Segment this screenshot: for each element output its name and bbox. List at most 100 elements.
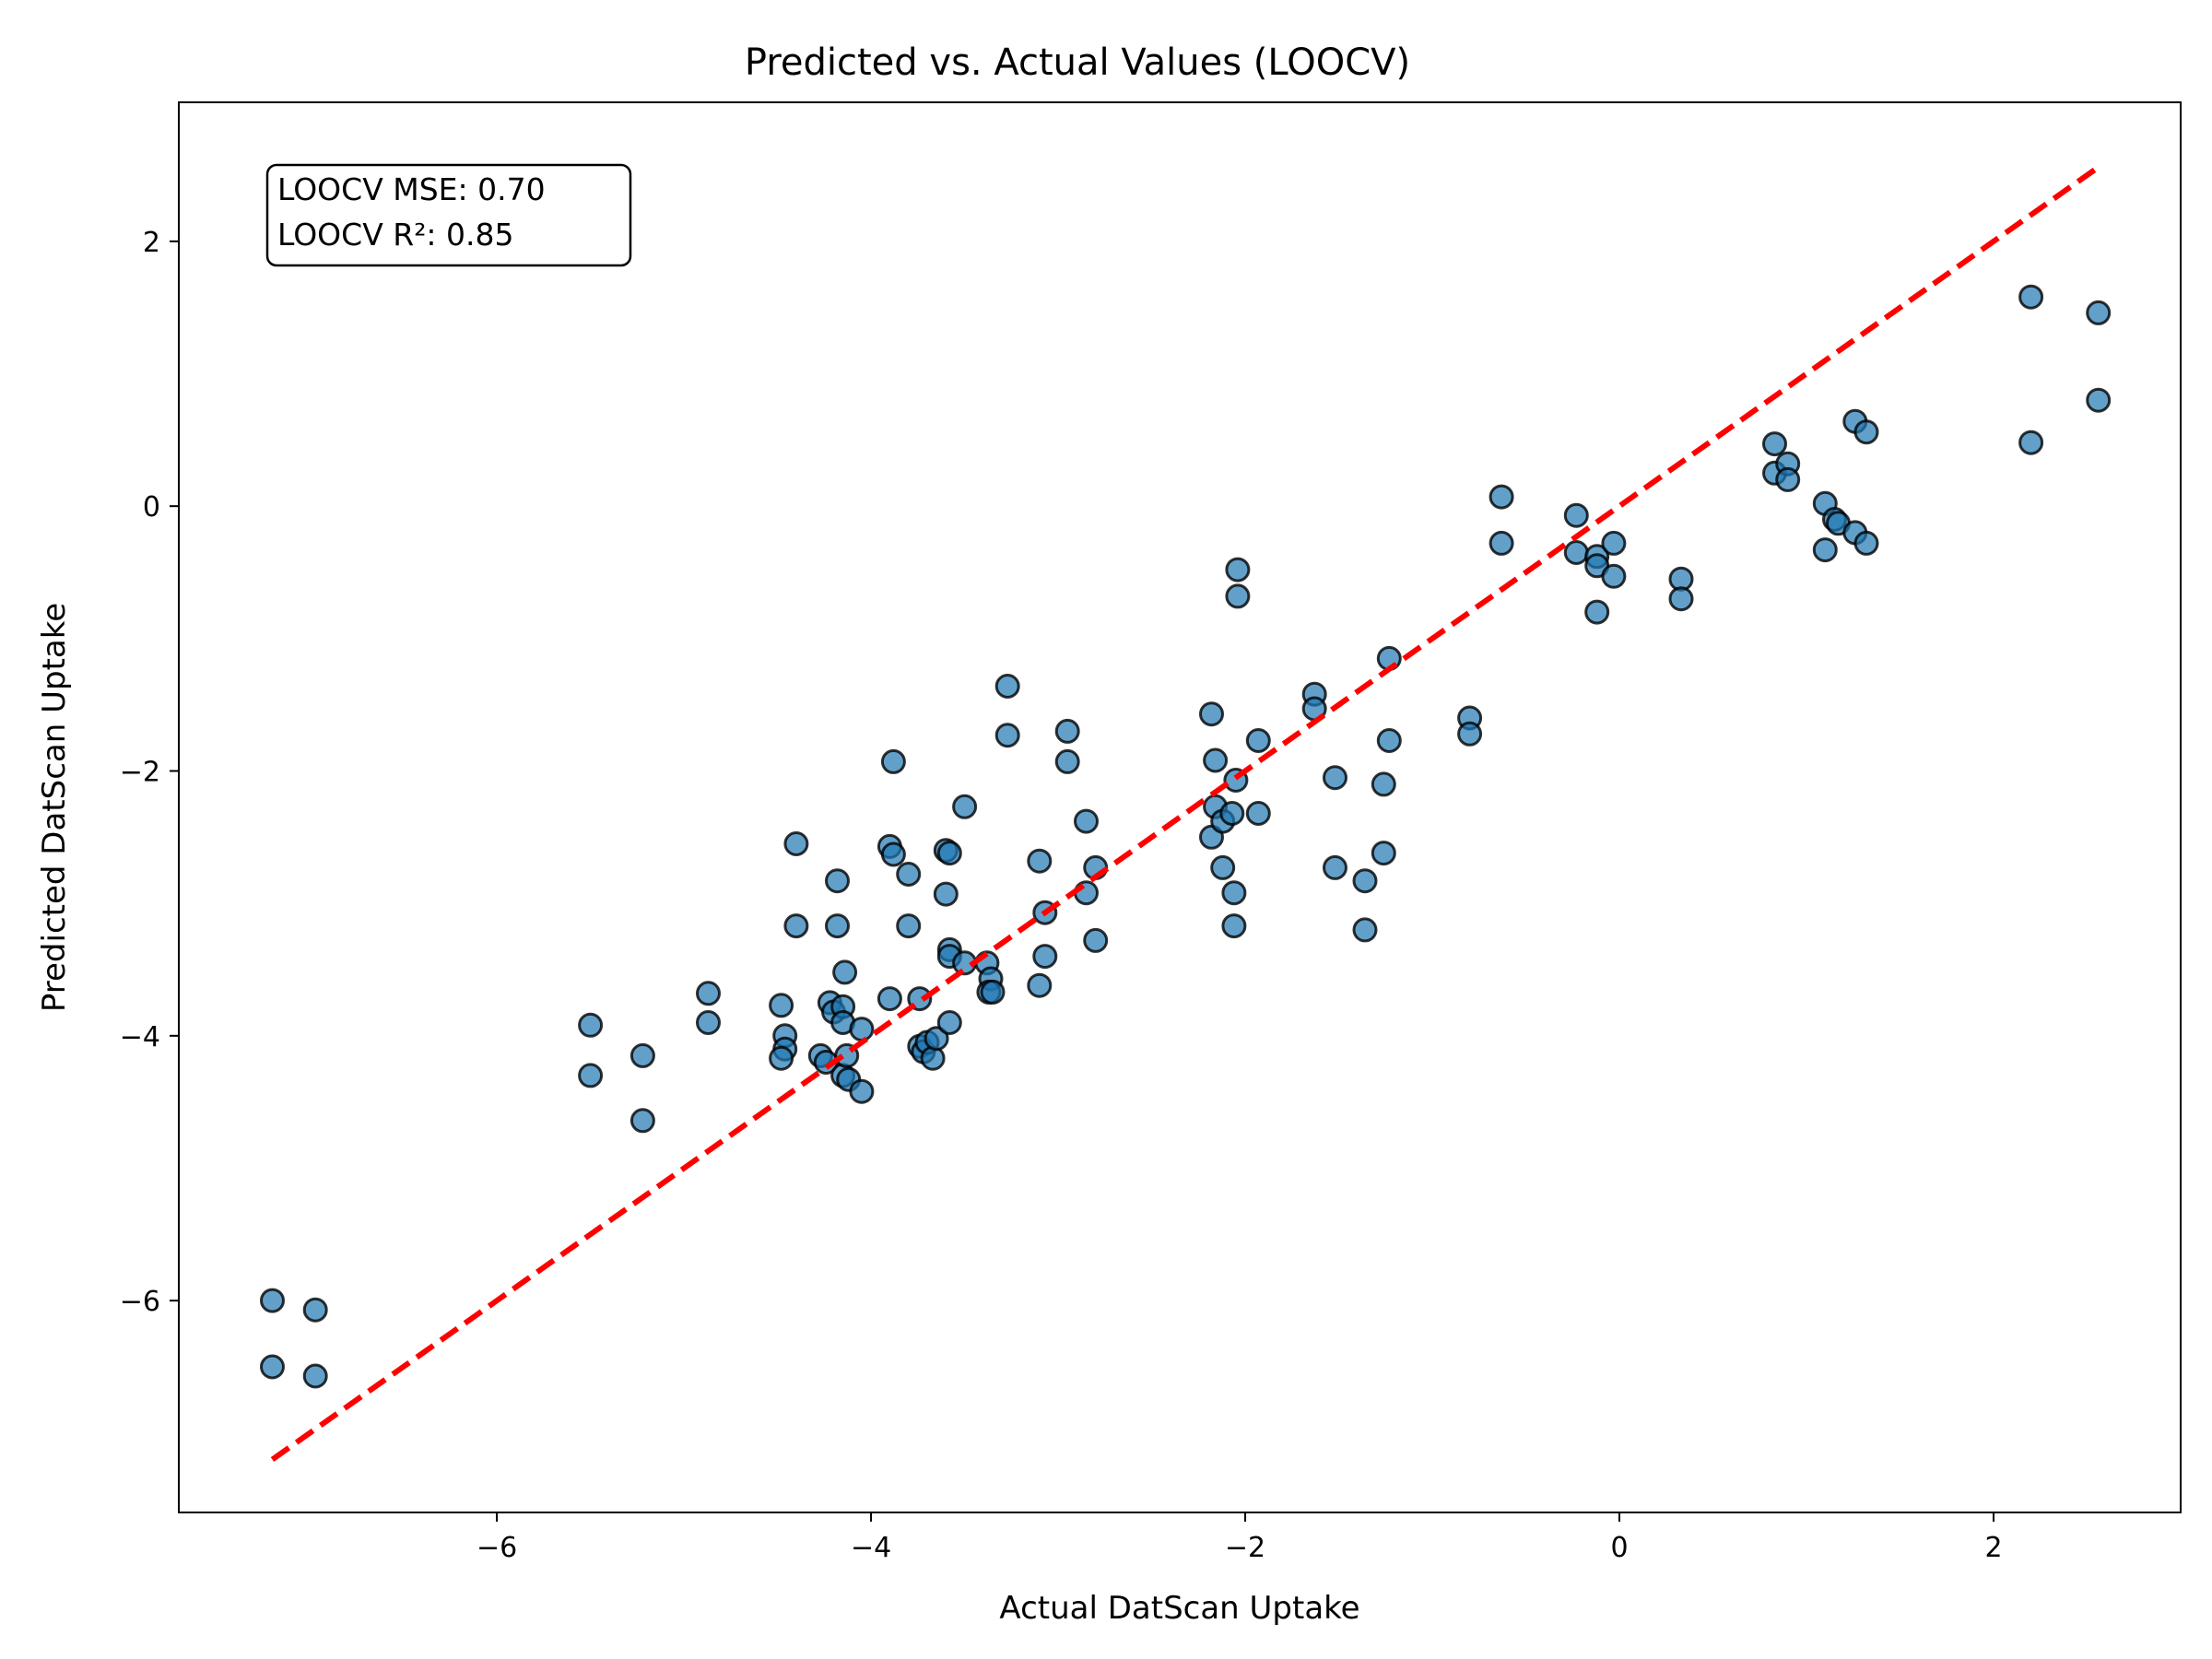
data-point	[1563, 502, 1589, 528]
data-point	[1027, 972, 1053, 998]
data-point	[877, 986, 902, 1012]
data-point	[980, 979, 1006, 1005]
stats-box-frame	[265, 163, 632, 267]
data-point	[696, 981, 721, 1006]
data-point	[924, 1026, 949, 1052]
data-point	[1083, 927, 1109, 953]
data-point	[1221, 880, 1247, 906]
data-point	[1488, 530, 1514, 556]
plot-frame	[178, 101, 2182, 1513]
data-point	[302, 1363, 328, 1389]
x-axis: −6 −4 −2 0 2	[477, 1512, 2003, 1564]
data-point	[994, 723, 1020, 748]
stats-r2: LOOCV R²: 0.85	[277, 217, 514, 253]
plot-area	[260, 166, 2112, 1462]
data-point	[994, 674, 1020, 699]
data-point	[936, 841, 962, 866]
data-point	[629, 1108, 655, 1134]
data-point	[1853, 419, 1879, 445]
data-point	[1032, 944, 1058, 970]
y-tick-label: −4	[120, 1021, 160, 1053]
data-point	[896, 862, 922, 887]
data-point	[1054, 748, 1080, 774]
data-point	[1563, 540, 1589, 565]
data-point	[952, 794, 978, 819]
data-point	[1225, 557, 1251, 582]
data-point	[1601, 530, 1627, 556]
data-point	[578, 1012, 604, 1038]
data-point	[1812, 537, 1838, 563]
data-point	[1371, 771, 1396, 797]
data-point	[896, 913, 922, 939]
data-point	[2018, 429, 2044, 455]
data-point	[2086, 387, 2112, 413]
x-tick-label: −6	[477, 1532, 517, 1564]
data-point	[1352, 868, 1378, 894]
data-point	[825, 868, 850, 894]
data-point	[1219, 801, 1245, 826]
data-point	[1323, 854, 1347, 880]
data-point	[933, 881, 959, 907]
x-axis-label: Actual DatScan Uptake	[999, 1590, 1359, 1627]
data-point	[769, 993, 794, 1018]
data-point	[1210, 854, 1236, 880]
x-tick-label: −2	[1225, 1532, 1265, 1564]
x-tick-label: 0	[1610, 1532, 1628, 1564]
data-point	[849, 1078, 875, 1104]
y-axis: 2 0 −2 −4 −6	[120, 227, 179, 1318]
data-point	[880, 748, 906, 774]
data-point	[1323, 765, 1347, 791]
data-point	[769, 1045, 794, 1071]
data-point	[1371, 841, 1396, 866]
data-point	[696, 1010, 721, 1035]
y-tick-label: 2	[143, 227, 160, 259]
y-tick-label: 0	[143, 491, 160, 524]
data-point	[1074, 880, 1099, 906]
data-point	[1352, 917, 1378, 943]
data-point	[1203, 747, 1229, 773]
data-point	[1601, 563, 1627, 589]
y-tick-label: −2	[120, 756, 160, 788]
identity-line	[270, 166, 2099, 1462]
data-point	[1199, 701, 1224, 727]
data-point	[783, 913, 809, 939]
data-point	[1775, 466, 1801, 492]
data-point	[832, 959, 858, 985]
data-point	[1074, 808, 1099, 834]
data-point	[1853, 530, 1879, 556]
data-point	[880, 841, 906, 867]
stats-mse: LOOCV MSE: 0.70	[277, 171, 546, 207]
data-point	[578, 1063, 604, 1088]
data-point	[1054, 718, 1080, 744]
data-point	[1668, 586, 1694, 612]
data-point	[1027, 848, 1053, 874]
data-point	[2018, 284, 2044, 310]
stats-box: LOOCV MSE: 0.70 LOOCV R²: 0.85	[265, 163, 632, 267]
data-point	[1584, 599, 1610, 625]
data-point	[260, 1354, 285, 1380]
chart-title: Predicted vs. Actual Values (LOOCV)	[745, 41, 1410, 84]
data-point	[302, 1297, 328, 1323]
data-point	[629, 1042, 655, 1068]
data-point	[825, 913, 850, 939]
data-point	[1376, 728, 1402, 753]
data-point	[936, 1010, 962, 1035]
data-point	[849, 1017, 875, 1042]
data-point	[2086, 300, 2112, 325]
x-tick-label: 2	[1984, 1532, 2002, 1564]
data-point	[1762, 431, 1787, 457]
data-point	[1245, 728, 1271, 753]
x-tick-label: −4	[851, 1532, 891, 1564]
y-tick-label: −6	[120, 1286, 160, 1318]
data-point	[1221, 913, 1247, 939]
data-point	[260, 1288, 285, 1313]
y-axis-label: Predicted DatScan Uptake	[36, 603, 73, 1012]
data-point	[1457, 721, 1483, 747]
data-point	[920, 1045, 946, 1071]
data-point	[783, 831, 809, 856]
data-point	[1488, 484, 1514, 510]
data-point	[1245, 801, 1271, 826]
data-point	[1225, 583, 1251, 609]
